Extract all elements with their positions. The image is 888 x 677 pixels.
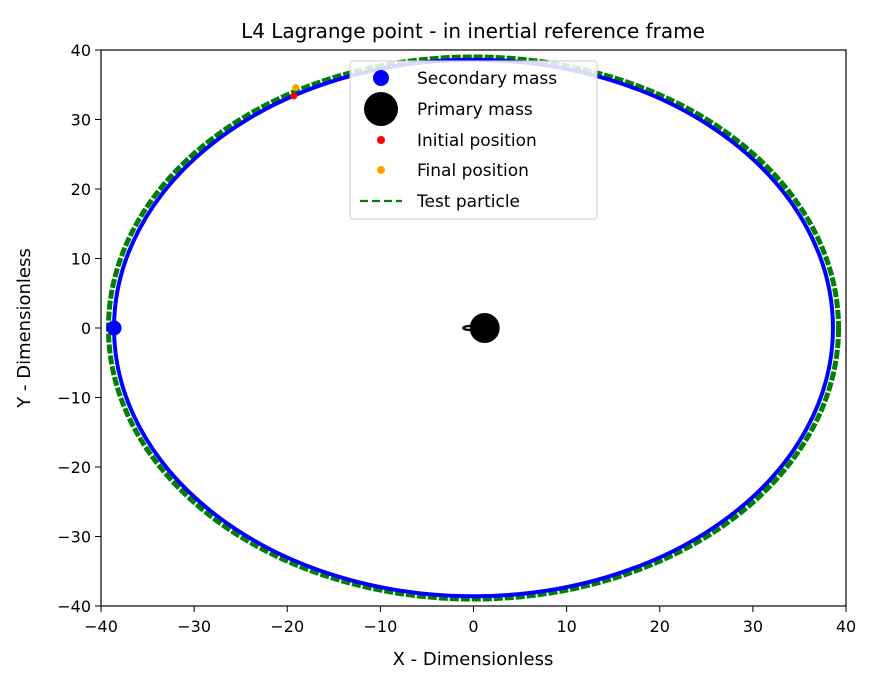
legend: Secondary mass Primary mass Initial positi… <box>349 60 598 220</box>
legend-swatch-final-position <box>377 166 385 174</box>
legend-swatch-primary-mass <box>364 92 398 126</box>
x-tick-label: 20 <box>650 617 670 636</box>
series-layer <box>105 54 842 602</box>
final-position-marker <box>292 84 300 92</box>
x-axis-ticks: −40 −30 −20 −10 0 10 20 30 40 <box>84 606 856 636</box>
legend-swatch-secondary-mass <box>373 70 389 86</box>
legend-label-test-particle: Test particle <box>416 192 520 212</box>
y-tick-label: −40 <box>57 597 91 616</box>
y-tick-label: 10 <box>71 250 91 269</box>
legend-entries: Secondary mass Primary mass Initial positi… <box>360 69 557 212</box>
y-tick-label: −20 <box>57 458 91 477</box>
x-tick-label: −10 <box>363 617 397 636</box>
secondary-mass-marker <box>106 320 122 336</box>
legend-label-initial-position: Initial position <box>417 131 537 151</box>
x-axis-label: X - Dimensionless <box>393 649 554 670</box>
x-tick-label: −20 <box>270 617 304 636</box>
y-tick-label: 40 <box>71 41 91 60</box>
x-tick-label: −40 <box>84 617 118 636</box>
initial-position-marker <box>290 92 298 100</box>
y-tick-label: 30 <box>71 111 91 130</box>
x-tick-label: 40 <box>836 617 856 636</box>
y-tick-label: 20 <box>71 180 91 199</box>
legend-label-final-position: Final position <box>417 161 529 181</box>
x-tick-label: 0 <box>468 617 478 636</box>
x-tick-label: 30 <box>743 617 763 636</box>
plot-area <box>105 54 842 602</box>
legend-label-secondary-mass: Secondary mass <box>417 69 557 89</box>
chart-title: L4 Lagrange point - in inertial referenc… <box>241 19 705 43</box>
y-axis-ticks: −40 −30 −20 −10 0 10 20 30 40 <box>57 41 101 616</box>
x-tick-label: 10 <box>556 617 576 636</box>
legend-swatch-initial-position <box>377 136 385 144</box>
y-axis-label: Y - Dimensionless <box>14 248 35 408</box>
legend-label-primary-mass: Primary mass <box>417 100 533 120</box>
y-tick-label: 0 <box>81 319 91 338</box>
legend-box <box>349 60 598 220</box>
x-tick-label: −30 <box>177 617 211 636</box>
primary-mass-marker <box>469 313 500 343</box>
y-tick-label: −30 <box>57 528 91 547</box>
y-tick-label: −10 <box>57 389 91 408</box>
